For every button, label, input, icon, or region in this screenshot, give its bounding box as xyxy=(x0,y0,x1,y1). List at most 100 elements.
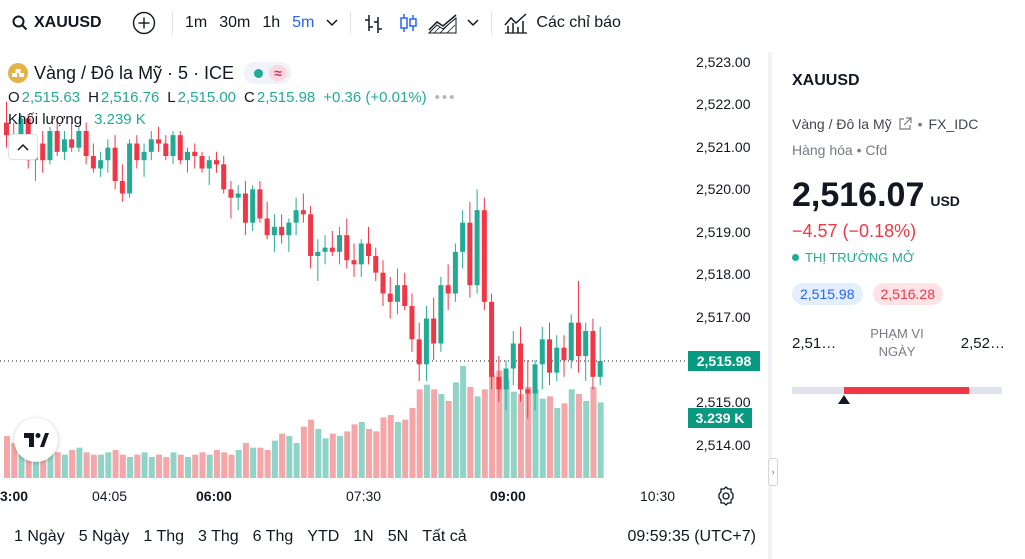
interval-1h[interactable]: 1h xyxy=(262,14,281,31)
candle xyxy=(380,260,386,306)
range-1-day[interactable]: 1 Ngày xyxy=(14,528,65,545)
tradingview-logo[interactable] xyxy=(14,418,58,462)
dot-separator: • xyxy=(856,142,866,158)
range-5-days[interactable]: 5 Ngày xyxy=(78,528,130,545)
price-change: −4.57 (−0.18%) xyxy=(792,221,917,241)
external-link-icon[interactable] xyxy=(898,117,912,131)
symbol-type: Hàng hóa • Cfd xyxy=(792,142,1005,158)
more-dots-icon[interactable]: ••• xyxy=(434,88,457,106)
price-tick: 2,520.00 xyxy=(696,181,751,197)
area-chart-type-button[interactable] xyxy=(425,7,461,39)
volume-bar xyxy=(416,389,423,478)
candlestick-chart[interactable] xyxy=(0,52,768,484)
volume-bar xyxy=(18,440,25,478)
volume-bar xyxy=(185,457,191,478)
toolbar-divider xyxy=(172,11,173,35)
candle xyxy=(105,139,111,173)
panel-divider[interactable] xyxy=(768,52,772,559)
range-all[interactable]: Tất cả xyxy=(422,528,467,545)
current-price-marker-icon xyxy=(838,395,850,404)
exchange-name[interactable]: FX_IDC xyxy=(928,116,979,132)
volume-bar xyxy=(141,452,148,478)
candle xyxy=(271,214,277,252)
volume-bar xyxy=(438,394,445,478)
day-range-fill xyxy=(844,387,969,394)
candle xyxy=(402,272,408,311)
candle xyxy=(127,139,133,198)
bid-price: 2,515.98 xyxy=(792,283,863,305)
candle xyxy=(510,331,516,386)
volume-bar xyxy=(112,450,119,478)
volume-bar xyxy=(271,440,278,478)
candle-chart-type-button[interactable] xyxy=(391,7,425,39)
volume-bar xyxy=(445,401,452,478)
candle xyxy=(83,122,89,165)
legend-title[interactable]: Vàng / Đô la Mỹ · 5 · ICE xyxy=(34,62,235,83)
range-5-years[interactable]: 5N xyxy=(387,528,409,545)
volume-label[interactable]: Khối lượng xyxy=(8,110,83,128)
candle xyxy=(431,297,437,361)
high-label: H xyxy=(88,88,99,106)
volume-bar xyxy=(206,454,213,478)
candle xyxy=(532,360,538,411)
volume-bar xyxy=(54,452,61,478)
volume-bar xyxy=(380,417,387,478)
volume-bar xyxy=(532,389,539,478)
candle xyxy=(467,201,473,298)
candle xyxy=(423,306,429,381)
top-toolbar: XAUUSD 1m 30m 1h 5m Các chỉ báo xyxy=(0,0,1025,46)
range-ytd[interactable]: YTD xyxy=(307,528,340,545)
candle xyxy=(250,185,256,231)
price-tick: 2,514.00 xyxy=(696,437,751,453)
time-axis[interactable]: 3:00 04:05 06:00 07:30 09:00 10:30 xyxy=(0,484,768,508)
candle xyxy=(112,135,118,190)
candle xyxy=(337,226,343,265)
bar-chart-type-button[interactable] xyxy=(357,7,391,39)
candle xyxy=(141,143,147,177)
volume-bar xyxy=(402,419,409,478)
panel-resize-handle[interactable]: › xyxy=(768,458,778,486)
details-symbol[interactable]: XAUUSD xyxy=(792,72,860,89)
candle xyxy=(489,293,495,390)
volume-bar xyxy=(423,384,430,478)
range-6-months[interactable]: 6 Thg xyxy=(252,528,294,545)
volume-bar xyxy=(242,443,249,478)
interval-5m[interactable]: 5m xyxy=(292,14,315,31)
collapse-legend-button[interactable] xyxy=(8,134,38,160)
volume-bar xyxy=(257,447,264,478)
interval-30m[interactable]: 30m xyxy=(219,14,251,31)
candle xyxy=(409,293,415,352)
candle xyxy=(452,243,458,302)
market-status-pill[interactable]: ≈ xyxy=(244,62,291,84)
time-tick: 04:05 xyxy=(92,488,128,504)
range-3-months[interactable]: 3 Thg xyxy=(198,528,239,545)
candle xyxy=(90,143,96,173)
toolbar-divider xyxy=(491,11,493,35)
range-1-year[interactable]: 1N xyxy=(353,528,374,545)
description-text[interactable]: Vàng / Đô la Mỹ xyxy=(792,116,892,132)
candle xyxy=(554,335,560,381)
compare-symbol-button[interactable] xyxy=(122,7,166,39)
open-label: O xyxy=(8,88,20,106)
price-tick: 2,518.00 xyxy=(696,266,751,282)
volume-bar xyxy=(503,380,510,478)
current-price-badge: 2,515.98 xyxy=(688,351,760,371)
interval-1m[interactable]: 1m xyxy=(185,14,208,31)
volume-bar xyxy=(474,396,481,478)
interval-dropdown-button[interactable] xyxy=(320,7,344,39)
range-1-month[interactable]: 1 Thg xyxy=(143,528,185,545)
timezone-clock[interactable]: 09:59:35 (UTC+7) xyxy=(627,528,756,545)
price-currency: USD xyxy=(930,193,960,209)
symbol-search-button[interactable]: XAUUSD xyxy=(0,14,122,32)
candle xyxy=(547,322,552,386)
candle xyxy=(525,360,531,419)
price-axis[interactable]: 2,523.00 2,522.00 2,521.00 2,520.00 2,51… xyxy=(688,52,768,472)
indicators-button[interactable]: Các chỉ báo xyxy=(498,12,621,34)
market-status[interactable]: THỊ TRƯỜNG MỞ xyxy=(792,250,1005,265)
chart-type-dropdown-button[interactable] xyxy=(461,7,485,39)
chart-settings-button[interactable] xyxy=(716,486,736,509)
candle xyxy=(235,185,241,211)
candle xyxy=(358,239,364,277)
candle xyxy=(373,247,379,281)
